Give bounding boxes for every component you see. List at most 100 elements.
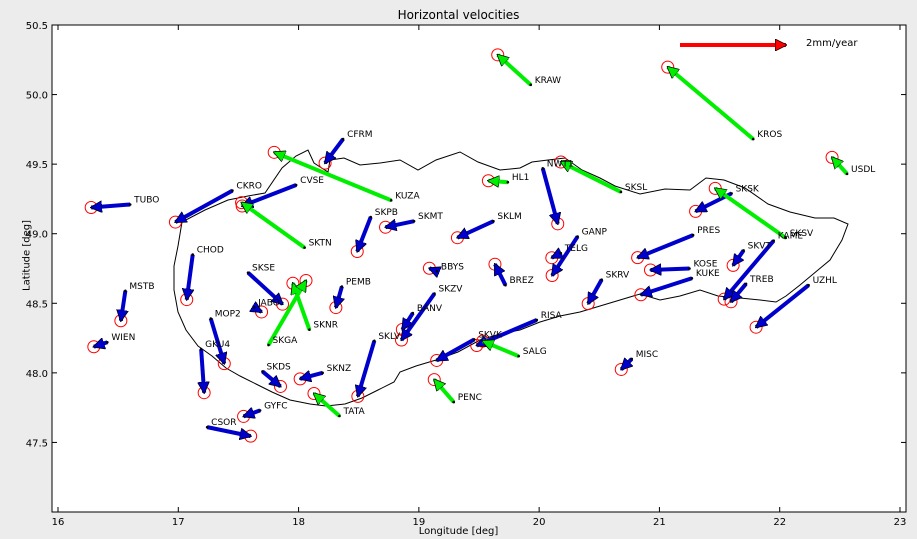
- velocity-arrow: [437, 337, 476, 363]
- station-marker: [261, 370, 264, 373]
- station-marker: [412, 219, 416, 223]
- station-marker: [535, 318, 539, 322]
- velocity-arrow: [756, 283, 810, 329]
- station-marker: [231, 189, 234, 192]
- station-label: SKRV: [606, 271, 630, 281]
- station-label: BREZ: [509, 276, 533, 286]
- station-label: MSTB: [129, 282, 154, 292]
- velocity-arrow: [830, 157, 849, 176]
- station-label: GKU4: [205, 340, 230, 350]
- velocity-arrow: [206, 425, 251, 436]
- station-marker: [691, 233, 695, 237]
- station-marker: [630, 357, 634, 361]
- station-label: USDL: [851, 165, 875, 175]
- velocity-arrow: [254, 307, 262, 314]
- velocity-arrow: [540, 167, 558, 224]
- station-marker: [246, 271, 250, 274]
- station-marker: [576, 235, 579, 238]
- velocity-arrow: [357, 216, 373, 252]
- station-label: SALG: [523, 347, 547, 357]
- x-tick-label: 18: [292, 517, 305, 528]
- station-label: TREB: [749, 275, 774, 285]
- velocity-arrow: [358, 340, 377, 397]
- station-label: CVSE: [300, 176, 324, 186]
- velocity-arrow: [336, 286, 342, 308]
- station-label: SKTN: [309, 239, 332, 249]
- x-tick-label: 20: [533, 517, 546, 528]
- station-marker: [209, 317, 213, 320]
- station-label: SKLV: [378, 332, 401, 342]
- station-marker: [452, 400, 456, 404]
- velocity-arrow: [483, 339, 520, 359]
- station-label: GANP: [582, 227, 608, 237]
- station-label: KAME: [778, 232, 804, 242]
- station-label: TUBO: [133, 195, 159, 205]
- velocity-arrow: [261, 369, 280, 389]
- station-label: CSOR: [211, 418, 236, 428]
- station-label: KUKE: [696, 269, 720, 279]
- velocity-arrow: [399, 292, 437, 341]
- station-label: TELG: [564, 244, 588, 254]
- velocity-arrow: [668, 65, 755, 141]
- velocity-arrows: [91, 53, 849, 436]
- velocity-arrow: [550, 235, 580, 275]
- station-label: CHOD: [197, 246, 224, 256]
- y-tick-label: 49.5: [26, 160, 48, 171]
- y-axis-label: Latitude [deg]: [21, 220, 33, 291]
- station-label: RISA: [541, 311, 563, 321]
- velocity-arrow: [244, 410, 261, 416]
- station-label: SKNZ: [327, 364, 352, 374]
- velocity-arrow: [641, 276, 693, 295]
- velocity-arrow: [121, 290, 126, 321]
- x-tick-label: 21: [653, 517, 666, 528]
- velocity-arrow: [722, 239, 776, 299]
- station-label: PRES: [697, 226, 720, 236]
- station-label: SKGA: [273, 336, 299, 346]
- velocity-arrow: [586, 278, 604, 304]
- station-marker: [807, 283, 810, 287]
- velocity-arrow: [91, 204, 131, 207]
- velocity-arrow: [638, 233, 694, 258]
- x-tick-label: 17: [172, 517, 185, 528]
- station-label: HL1: [512, 173, 530, 183]
- station-marker: [124, 289, 127, 293]
- station-marker: [369, 215, 373, 219]
- velocity-arrow: [266, 281, 308, 347]
- station-label: BANV: [417, 304, 443, 314]
- x-axis-label: Longitude [deg]: [418, 526, 499, 537]
- velocity-arrow: [432, 380, 456, 404]
- station-labels: TUBO CKRO CVSE CFRM KUZA SKTN SKPB SKMT SKLM HL1 K…: [111, 76, 875, 428]
- x-tick-label: 16: [52, 517, 65, 528]
- station-label: UZHL: [813, 276, 837, 286]
- velocity-arrow: [621, 357, 634, 370]
- station-label: GYFC: [264, 401, 287, 411]
- station-label: MOP2: [215, 310, 241, 320]
- plot-area: [51, 24, 907, 513]
- station-marker: [205, 425, 209, 429]
- velocity-arrow: [314, 391, 341, 418]
- velocity-arrow: [488, 181, 509, 183]
- velocity-arrow: [246, 271, 282, 306]
- velocity-arrow: [729, 282, 748, 302]
- station-marker: [784, 236, 788, 240]
- station-marker: [744, 282, 748, 286]
- velocity-arrow: [94, 342, 108, 347]
- station-marker: [389, 199, 393, 202]
- y-tick-label: 48.0: [26, 369, 48, 380]
- station-label: SKSL: [625, 183, 647, 193]
- y-tick-label: 49.0: [26, 230, 48, 241]
- y-tick-label: 47.5: [26, 438, 48, 449]
- station-marker: [321, 371, 324, 375]
- station-marker: [845, 172, 849, 176]
- station-marker: [529, 83, 533, 87]
- station-marker: [294, 183, 298, 187]
- station-label: KUZA: [395, 191, 420, 201]
- velocity-arrow: [561, 160, 622, 194]
- station-marker: [517, 354, 520, 358]
- station-marker: [258, 409, 262, 412]
- station-marker: [559, 251, 563, 255]
- station-label: KRAW: [535, 76, 561, 86]
- station-marker: [340, 285, 344, 288]
- y-tick-label: 48.5: [26, 299, 48, 310]
